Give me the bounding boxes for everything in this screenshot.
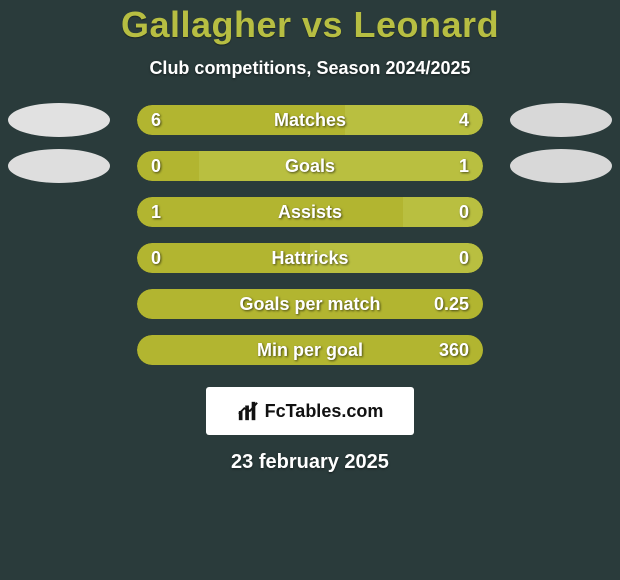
subtitle: Club competitions, Season 2024/2025 [0,58,620,79]
player2-avatar [510,149,612,183]
page-title: Gallagher vs Leonard [0,4,620,46]
snapshot-date: 23 february 2025 [0,451,620,474]
stat-row: 64Matches [0,97,620,143]
stat-value-right: 0 [445,197,483,227]
bar-fill-left [137,197,403,227]
stat-value-left: 0 [137,243,175,273]
comparison-card: Gallagher vs Leonard Club competitions, … [0,0,620,580]
brand-text: FcTables.com [265,401,384,422]
stat-bar: 360Min per goal [137,335,483,365]
stat-value-left: 0 [137,151,175,181]
stat-value-left: 6 [137,105,175,135]
stat-value-right: 1 [445,151,483,181]
stat-rows: 64Matches01Goals10Assists00Hattricks0.25… [0,97,620,373]
stat-row: 360Min per goal [0,327,620,373]
stat-row: 10Assists [0,189,620,235]
stat-row: 0.25Goals per match [0,281,620,327]
stat-bar: 10Assists [137,197,483,227]
stat-bar: 01Goals [137,151,483,181]
player1-avatar [8,149,110,183]
stat-value-right: 360 [425,335,483,365]
stat-bar: 0.25Goals per match [137,289,483,319]
stat-bar: 00Hattricks [137,243,483,273]
player1-avatar [8,103,110,137]
stat-value-right: 0.25 [420,289,483,319]
brand-badge[interactable]: FcTables.com [206,387,414,435]
bar-fill-right [199,151,483,181]
stat-value-left: 1 [137,197,175,227]
player2-avatar [510,103,612,137]
stat-value-right: 4 [445,105,483,135]
stat-value-right: 0 [445,243,483,273]
stat-bar: 64Matches [137,105,483,135]
brand-logo-icon [237,400,259,422]
stat-row: 01Goals [0,143,620,189]
stat-row: 00Hattricks [0,235,620,281]
